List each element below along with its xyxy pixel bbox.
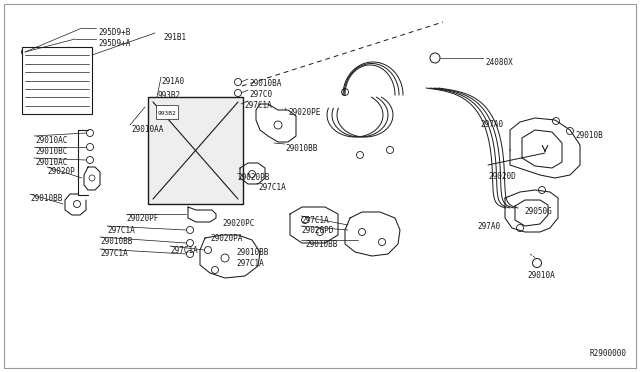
Text: R2900000: R2900000 [589, 349, 626, 358]
Text: 29010AA: 29010AA [131, 125, 163, 134]
Text: 29020D: 29020D [488, 172, 516, 181]
Text: 29010BB: 29010BB [236, 248, 268, 257]
Text: 29020PC: 29020PC [222, 219, 254, 228]
Text: 297A0: 297A0 [477, 222, 500, 231]
Text: 29010AC: 29010AC [35, 136, 67, 145]
Text: 29010BB: 29010BB [305, 240, 337, 249]
Text: 29010BC: 29010BC [35, 147, 67, 156]
Text: 993B2: 993B2 [158, 111, 177, 116]
Text: 297C1A: 297C1A [170, 246, 198, 255]
Text: 297C1A: 297C1A [301, 216, 329, 225]
Text: 297C0: 297C0 [249, 90, 272, 99]
Text: 29010AC: 29010AC [35, 158, 67, 167]
Bar [22, 47, 92, 114]
Text: 29010BB: 29010BB [285, 144, 317, 153]
Text: 29010BA: 29010BA [249, 79, 282, 88]
Text: 29020PA: 29020PA [210, 234, 243, 243]
Text: 29020PB: 29020PB [237, 173, 269, 182]
Bar [156, 105, 178, 119]
Text: 29020P: 29020P [47, 167, 75, 176]
Text: 295D9+A: 295D9+A [98, 39, 131, 48]
Text: 29020PF: 29020PF [126, 214, 158, 223]
Text: 297C1A: 297C1A [244, 101, 272, 110]
Text: 297C1A: 297C1A [258, 183, 285, 192]
Text: 29020PE: 29020PE [288, 108, 321, 117]
Text: 291A0: 291A0 [161, 77, 184, 86]
Text: 295D9+B: 295D9+B [98, 28, 131, 37]
Text: 29050G: 29050G [524, 207, 552, 216]
Text: 29010B: 29010B [575, 131, 603, 140]
Text: 29010A: 29010A [527, 271, 555, 280]
Bar [148, 97, 243, 204]
Text: 297C1A: 297C1A [236, 259, 264, 268]
Text: 24080X: 24080X [485, 58, 513, 67]
Text: 29020PD: 29020PD [301, 226, 333, 235]
Text: 993B2: 993B2 [157, 91, 180, 100]
Text: 291B1: 291B1 [163, 33, 186, 42]
Text: 297C1A: 297C1A [100, 249, 128, 258]
Text: 297C1A: 297C1A [107, 226, 135, 235]
Text: 29010BB: 29010BB [100, 237, 132, 246]
Text: 297A0: 297A0 [480, 120, 503, 129]
Text: 29010BB: 29010BB [30, 194, 62, 203]
